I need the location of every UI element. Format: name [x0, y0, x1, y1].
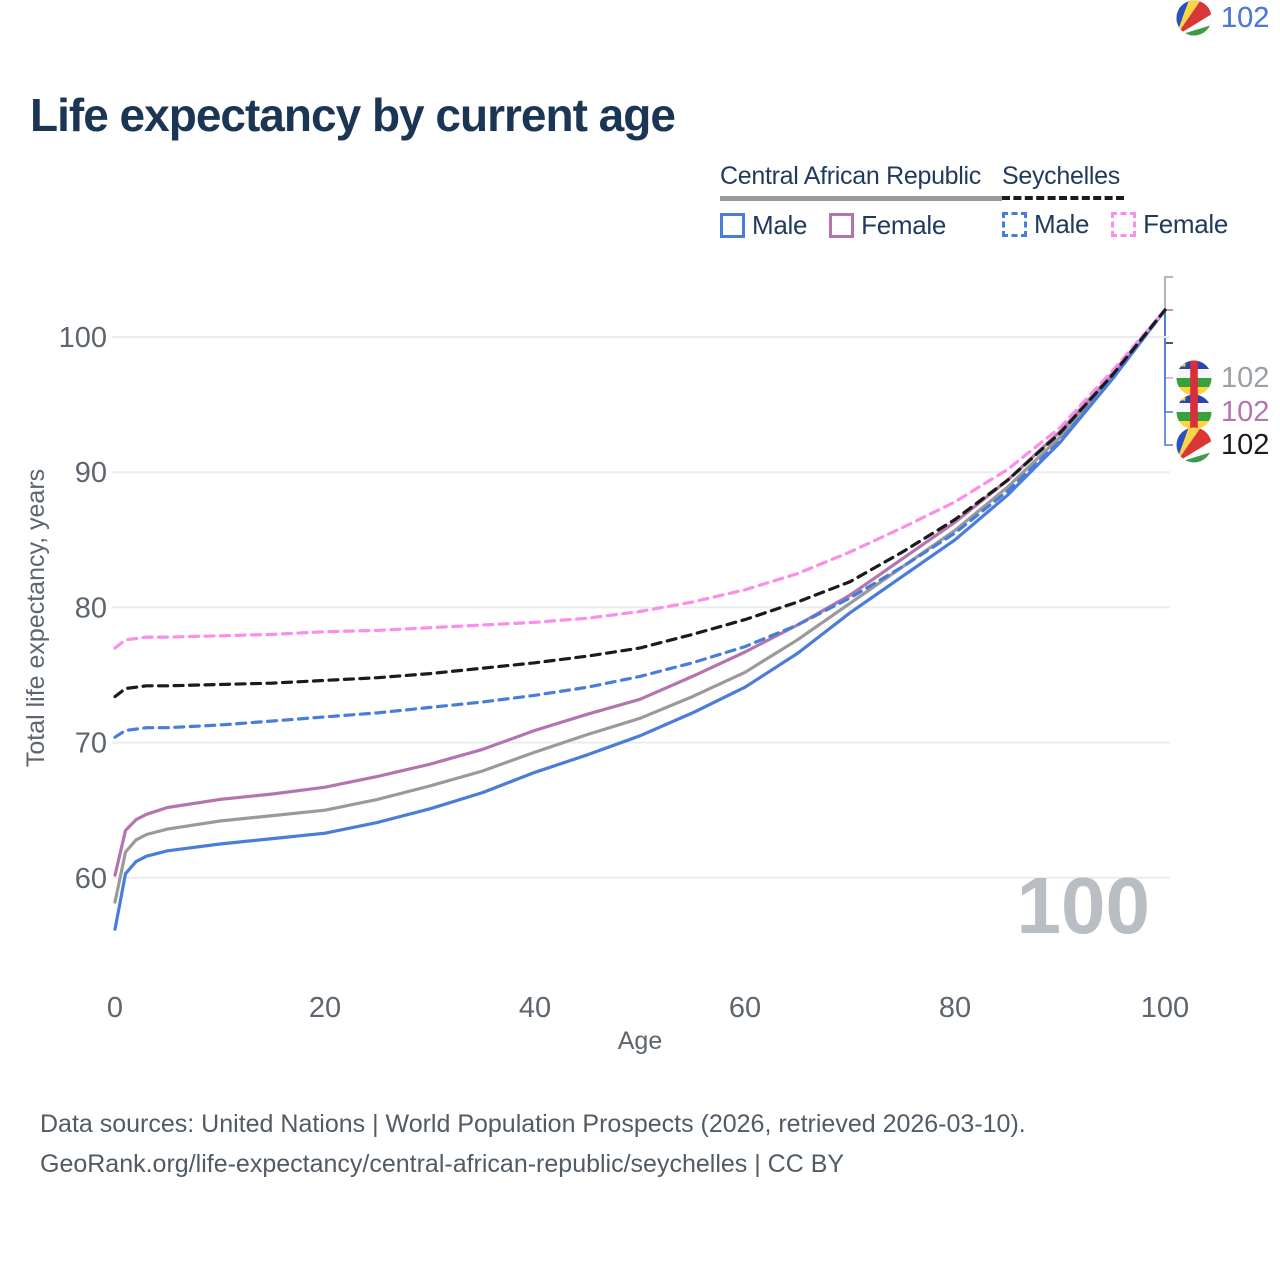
- legend-item-label: Male: [752, 210, 808, 240]
- car-female-swatch-icon: [829, 213, 855, 238]
- series-line-central-african-republic-male[interactable]: [113, 308, 1167, 931]
- syc-male-swatch-icon: [1002, 212, 1027, 237]
- legend-item-syc-male[interactable]: Male: [1002, 209, 1089, 240]
- y-axis-title: Total life expectancy, years: [22, 469, 50, 767]
- data-sources-line: Data sources: United Nations | World Pop…: [40, 1110, 1026, 1138]
- x-tick-label: 40: [519, 992, 551, 1024]
- series-line-seychelles-female[interactable]: [113, 308, 1167, 650]
- seychelles-flag-icon: [1176, 427, 1212, 463]
- x-tick-label: 20: [309, 992, 341, 1024]
- x-tick-label: 100: [1141, 992, 1189, 1024]
- end-label-value: 102: [1221, 361, 1270, 394]
- end-label-value: 102: [1221, 1, 1270, 34]
- series-line-central-african-republic-female[interactable]: [113, 308, 1167, 877]
- legend-group-seychelles: Seychelles Male Female: [1002, 162, 1228, 240]
- legend-item-car-male[interactable]: Male: [720, 210, 807, 241]
- car-male-swatch-icon: [720, 213, 745, 238]
- y-tick-label: 80: [75, 592, 107, 624]
- legend-item-label: Female: [1143, 209, 1229, 239]
- x-tick-label: 80: [939, 992, 971, 1024]
- footer: Data sources: United Nations | World Pop…: [40, 1104, 1026, 1184]
- end-label-connector: [1164, 310, 1173, 446]
- end-label-connector: [1164, 310, 1173, 413]
- series-line-central-african-republic-total[interactable]: [113, 308, 1167, 904]
- legend-item-label: Female: [861, 210, 947, 240]
- end-label-connector: [1164, 310, 1173, 344]
- central-african-republic-flag-icon: [1176, 394, 1212, 430]
- page-title: Life expectancy by current age: [30, 89, 676, 141]
- end-label-value: 102: [1221, 1, 1270, 34]
- legend-item-car-female[interactable]: Female: [829, 210, 946, 241]
- end-label-syc-female[interactable]: 102: [1176, 0, 1269, 36]
- end-label-car-male[interactable]: 102: [1176, 0, 1269, 36]
- end-label-car-total[interactable]: 102: [1176, 360, 1269, 396]
- seychelles-flag-icon: [1176, 0, 1212, 36]
- central-african-republic-flag-icon: [1176, 360, 1212, 396]
- end-label-value: 102: [1221, 428, 1270, 461]
- y-tick-label: 70: [75, 728, 107, 760]
- y-tick-label: 90: [75, 457, 107, 489]
- y-tick-label: 60: [75, 863, 107, 895]
- end-label-value: 102: [1221, 395, 1270, 428]
- end-label-car-female[interactable]: 102: [1176, 394, 1269, 430]
- x-tick-label: 60: [729, 992, 761, 1024]
- legend-item-syc-female[interactable]: Female: [1111, 209, 1228, 240]
- attribution-line: GeoRank.org/life-expectancy/central-afri…: [40, 1150, 845, 1178]
- series-line-seychelles-total[interactable]: [113, 308, 1167, 699]
- end-label-value: 102: [1221, 1, 1270, 34]
- end-label-connector: [1164, 310, 1173, 379]
- x-axis-title: Age: [618, 1027, 662, 1055]
- legend-group-central-african-republic: Central African Republic Male Female: [720, 162, 1002, 241]
- syc-female-swatch-icon: [1111, 212, 1137, 237]
- x-tick-label: 0: [107, 992, 123, 1024]
- end-label-syc-total[interactable]: 102: [1176, 427, 1269, 463]
- end-label-connector: [1164, 276, 1173, 310]
- series-line-seychelles-male[interactable]: [113, 308, 1167, 739]
- end-label-syc-male[interactable]: 102: [1176, 0, 1269, 36]
- legend-group-label: Central African Republic: [720, 162, 1002, 201]
- legend-item-label: Male: [1034, 209, 1090, 239]
- legend-group-label: Seychelles: [1002, 162, 1124, 200]
- current-age-watermark: 100: [1016, 861, 1150, 950]
- y-tick-label: 100: [59, 322, 107, 354]
